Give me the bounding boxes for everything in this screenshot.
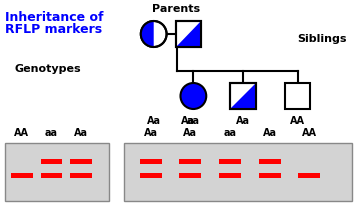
Text: Aa: Aa xyxy=(183,128,197,138)
Bar xyxy=(124,143,352,201)
Bar xyxy=(230,83,256,109)
Text: Aa: Aa xyxy=(263,128,277,138)
Text: aa: aa xyxy=(187,116,200,126)
Bar xyxy=(71,159,92,164)
Bar xyxy=(180,159,201,164)
Bar xyxy=(219,159,241,164)
Text: Aa: Aa xyxy=(236,116,250,126)
Bar xyxy=(71,173,92,178)
Bar xyxy=(140,159,162,164)
Bar xyxy=(41,173,63,178)
Text: Aa: Aa xyxy=(181,116,195,126)
Circle shape xyxy=(141,21,167,47)
Bar xyxy=(259,173,281,178)
Text: Aa: Aa xyxy=(74,128,88,138)
Text: AA: AA xyxy=(14,128,29,138)
Bar xyxy=(285,83,310,109)
Bar xyxy=(219,173,241,178)
Bar xyxy=(5,143,109,201)
Polygon shape xyxy=(141,21,154,47)
Bar xyxy=(140,173,162,178)
Bar xyxy=(176,21,201,47)
Polygon shape xyxy=(176,21,201,47)
Text: Inheritance of: Inheritance of xyxy=(5,11,103,24)
Bar xyxy=(176,21,201,47)
Bar xyxy=(259,159,281,164)
Text: AA: AA xyxy=(290,116,305,126)
Text: Aa: Aa xyxy=(144,128,158,138)
Bar xyxy=(180,173,201,178)
Text: Siblings: Siblings xyxy=(297,34,347,44)
Bar xyxy=(298,173,320,178)
Text: RFLP markers: RFLP markers xyxy=(5,23,102,36)
Text: Genotypes: Genotypes xyxy=(14,64,81,74)
Text: Aa: Aa xyxy=(147,116,161,126)
Text: AA: AA xyxy=(302,128,317,138)
Bar xyxy=(41,159,63,164)
Text: Parents: Parents xyxy=(152,4,201,14)
Bar xyxy=(230,83,256,109)
Circle shape xyxy=(180,83,206,109)
Polygon shape xyxy=(230,83,256,109)
Text: aa: aa xyxy=(45,128,58,138)
Bar xyxy=(11,173,33,178)
Text: aa: aa xyxy=(224,128,237,138)
